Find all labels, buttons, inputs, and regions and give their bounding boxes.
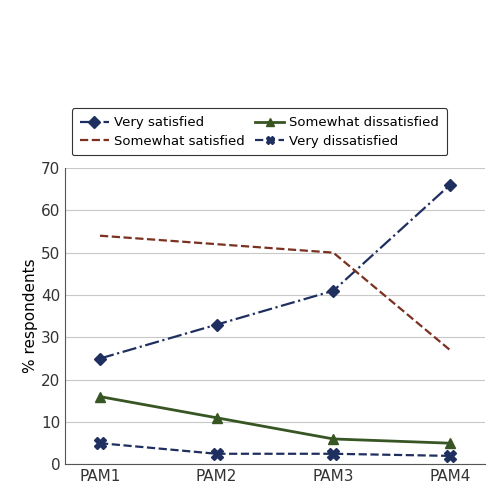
Y-axis label: % respondents: % respondents: [23, 259, 38, 373]
Legend: Very satisfied, Somewhat satisfied, Somewhat dissatisfied, Very dissatisfied: Very satisfied, Somewhat satisfied, Some…: [72, 108, 447, 156]
